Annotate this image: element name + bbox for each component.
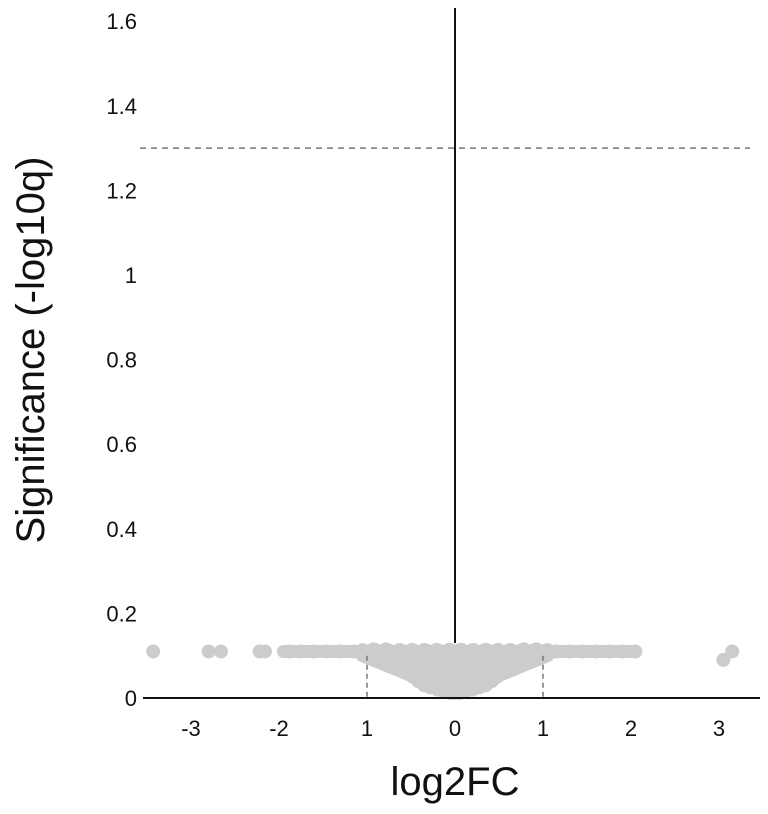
x-tick-label: 0: [449, 716, 461, 741]
axes: [143, 8, 760, 699]
y-tick-label: 1.4: [106, 94, 137, 119]
data-point: [201, 644, 216, 659]
data-points: [146, 642, 740, 700]
y-tick-label: 0: [125, 686, 137, 711]
x-tick-label: 2: [625, 716, 637, 741]
data-point: [146, 644, 161, 659]
data-point: [716, 652, 731, 667]
data-point: [628, 644, 642, 658]
x-axis-title: log2FC: [391, 760, 520, 804]
y-tick-label: 0.6: [106, 432, 137, 457]
data-point: [257, 644, 272, 659]
y-tick-label: 0.8: [106, 348, 137, 373]
x-tick-label: 1: [361, 716, 373, 741]
x-tick-label: 3: [713, 716, 725, 741]
y-axis-title: Significance (-log10q): [9, 157, 53, 544]
y-tick-label: 1.2: [106, 178, 137, 203]
data-point: [213, 644, 228, 659]
tick-labels: -3 -2 1 0 1 2 3 0 0.2 0.4 0.6 0.8 1 1.2 1.4 1.6: [106, 9, 725, 741]
threshold-lines: [140, 147, 750, 698]
y-tick-label: 0.2: [106, 601, 137, 626]
y-tick-label: 1: [125, 263, 137, 288]
y-tick-label: 1.6: [106, 9, 137, 34]
x-tick-label: -3: [181, 716, 201, 741]
y-tick-label: 0.4: [106, 517, 137, 542]
x-tick-label: 1: [537, 716, 549, 741]
data-point: [725, 644, 740, 659]
x-tick-label: -2: [269, 716, 289, 741]
